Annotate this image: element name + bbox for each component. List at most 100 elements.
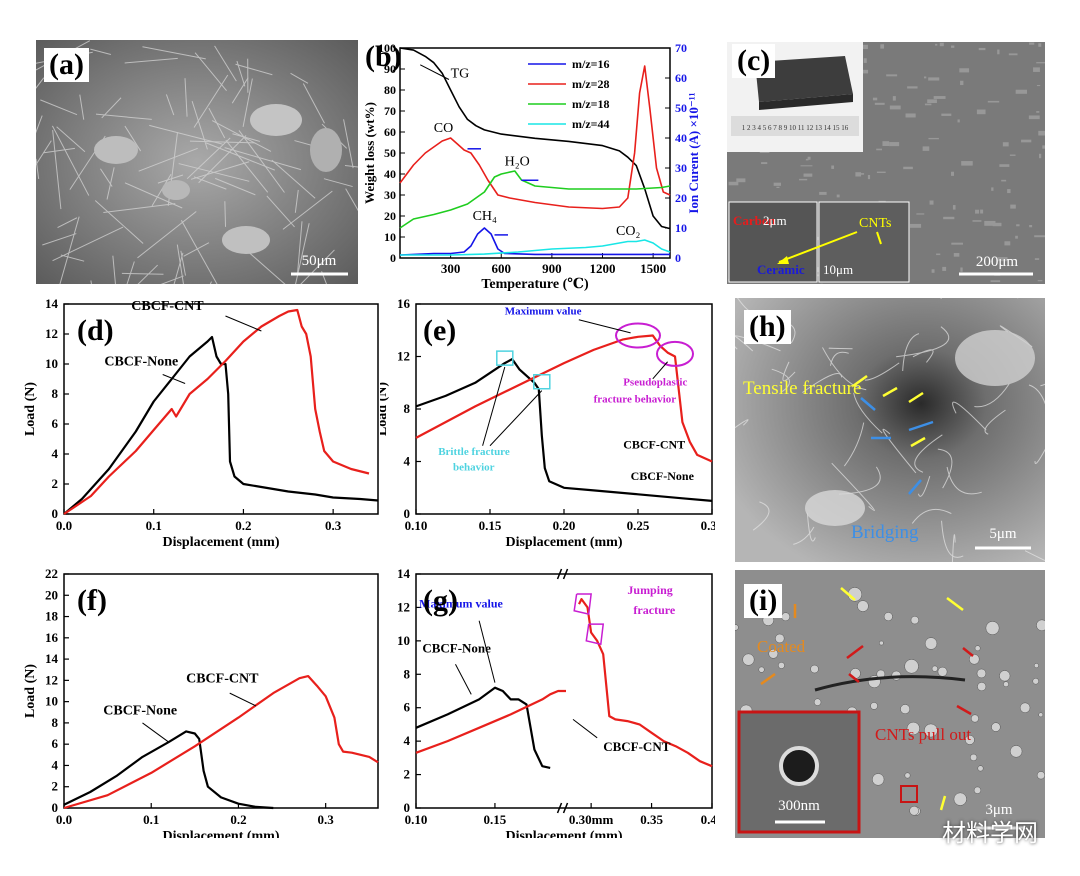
grain xyxy=(903,166,913,170)
grain xyxy=(916,213,925,215)
grain xyxy=(803,173,813,177)
arrow-cnt xyxy=(225,315,262,332)
bump xyxy=(1036,771,1045,780)
bump xyxy=(1019,702,1031,713)
y-tick-label: 10 xyxy=(45,356,58,371)
fiber xyxy=(802,373,843,393)
y2-tick-label: 40 xyxy=(675,131,687,145)
grain xyxy=(876,171,886,173)
fiber xyxy=(830,351,849,366)
grain xyxy=(910,223,922,228)
bump xyxy=(910,615,919,625)
ann-bridging: Bridging xyxy=(851,522,919,543)
y2-tick-label: 60 xyxy=(675,71,687,85)
label-cbcf-cnt: CBCF-CNT xyxy=(623,437,685,451)
x-tick-label: 0.2 xyxy=(230,812,246,827)
y-axis-label: Load (N) xyxy=(24,664,38,718)
grain xyxy=(882,141,890,146)
ann-brittle-1: Brittle fracture xyxy=(438,446,510,458)
grain xyxy=(1009,154,1016,156)
grain xyxy=(1036,111,1040,113)
fiber xyxy=(208,107,226,139)
sem-image-a: 50μm xyxy=(36,40,358,284)
grain xyxy=(807,156,811,160)
ann-jump-2: fracture xyxy=(633,603,675,617)
grain xyxy=(805,158,809,161)
grain xyxy=(984,220,996,226)
sem-texture-i: Coated CNTs pull out 300nm 3μm xyxy=(735,570,1045,838)
series-line-none xyxy=(415,686,551,769)
sem-image-h: Tensile fracture Bridging 5μm xyxy=(735,298,1045,562)
label-cbcf-cnt: CBCF-CNT xyxy=(131,299,204,314)
ann-pseudo-1: Pseudoplastic xyxy=(623,376,687,388)
y-tick-label: 8 xyxy=(52,715,59,730)
y-tick-label: 18 xyxy=(45,609,59,624)
grain xyxy=(905,113,916,118)
chart-f: 0.0 0.1 0.2 0.3 0 2 4 6 8 10 12 14 16 18 20 22 Displacem… xyxy=(24,566,379,838)
fiber xyxy=(323,178,353,188)
bump xyxy=(1033,663,1039,669)
fiber xyxy=(232,133,261,142)
chart-e: 0.10 0.15 0.20 0.25 0.30 0 4 8 12 16 Displacement … xyxy=(380,296,715,550)
jump-marker-1 xyxy=(573,593,592,616)
panel-label-g: (g) xyxy=(423,584,458,617)
bump xyxy=(973,786,982,794)
ann-ceramic: Ceramic xyxy=(757,262,805,277)
fiber xyxy=(224,201,227,227)
y-tick-label: 12 xyxy=(397,599,410,614)
y-tick-label: 22 xyxy=(45,566,58,581)
ann-tensile: Tensile fracture xyxy=(743,378,861,399)
fiber xyxy=(36,115,43,134)
bump xyxy=(923,723,938,738)
y2-tick-label: 0 xyxy=(675,251,681,265)
fiber xyxy=(43,147,75,154)
fiber xyxy=(917,475,931,497)
fiber xyxy=(198,135,247,184)
fiber xyxy=(1034,448,1045,464)
grain xyxy=(1037,280,1043,282)
grain xyxy=(889,142,900,147)
y-axis-label: Load (N) xyxy=(380,382,390,436)
series-line-none xyxy=(63,730,274,810)
fiber xyxy=(190,161,250,180)
bump xyxy=(985,621,1000,635)
fiber xyxy=(806,512,816,542)
fiber xyxy=(822,347,867,391)
grain xyxy=(951,242,963,245)
watermark: 材料学网 xyxy=(942,819,1038,847)
axis-break-top-2 xyxy=(562,568,569,580)
arrow-none xyxy=(162,374,186,384)
grain xyxy=(1033,67,1040,72)
fiber xyxy=(974,383,1010,408)
grain xyxy=(976,109,986,115)
ann-pseudo-2: fracture behavior xyxy=(594,393,677,405)
fiber xyxy=(42,233,77,246)
grain xyxy=(728,181,739,186)
bump xyxy=(768,648,779,659)
bump xyxy=(906,721,920,736)
y-tick-label: 12 xyxy=(45,672,58,687)
bump xyxy=(1038,712,1044,718)
y2-axis-label: Ion Curent (A) ×10⁻¹¹ xyxy=(686,92,701,213)
fiber xyxy=(271,159,316,199)
fiber xyxy=(911,508,952,524)
label-cbcf-none: CBCF-None xyxy=(422,641,491,656)
fiber xyxy=(191,101,208,150)
arrow-none xyxy=(142,722,169,743)
y-tick-label: 20 xyxy=(384,209,396,223)
grain xyxy=(924,103,932,106)
series-line-cnt xyxy=(63,674,379,810)
grain xyxy=(923,76,927,79)
x-axis-label: Displacement (mm) xyxy=(505,829,622,838)
chart-g: 0.10 0.15 0.30mm 0.35 0.40 0 2 4 6 8 10 12 14 Displac… xyxy=(397,566,715,838)
y-tick-label: 4 xyxy=(404,733,411,748)
grain xyxy=(863,58,867,63)
grain xyxy=(860,44,868,50)
fiber xyxy=(242,78,253,127)
grain xyxy=(957,119,960,123)
grain xyxy=(987,100,1000,103)
grain xyxy=(933,96,946,99)
series-line-mz28 xyxy=(399,65,671,210)
fiber xyxy=(173,252,184,284)
label-cbcf-cnt: CBCF-CNT xyxy=(603,739,670,754)
